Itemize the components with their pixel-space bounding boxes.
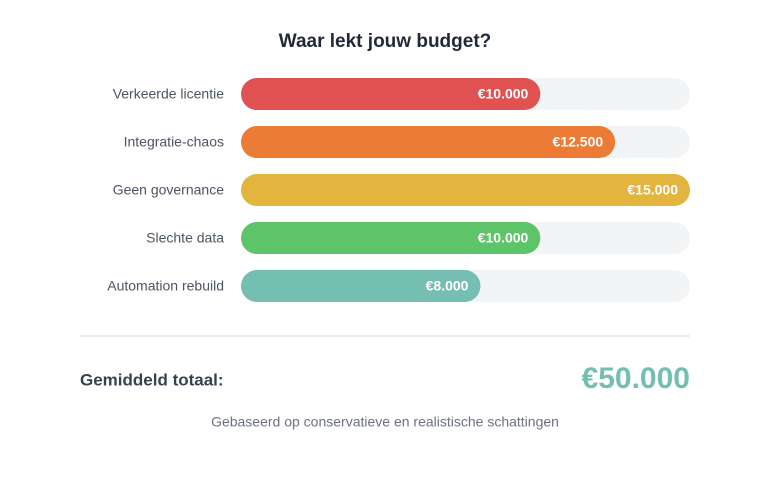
category-label: Integratie-chaos <box>124 134 224 150</box>
bar <box>241 222 541 254</box>
value-label: €10.000 <box>478 86 529 102</box>
category-label: Geen governance <box>113 182 225 198</box>
note: Gebaseerd op conservatieve en realistisc… <box>211 414 559 430</box>
value-label: €10.000 <box>478 230 529 246</box>
total-value: €50.000 <box>582 362 690 395</box>
category-label: Slechte data <box>146 230 224 246</box>
value-label: €15.000 <box>627 182 678 198</box>
bar <box>241 174 690 206</box>
value-label: €12.500 <box>553 134 604 150</box>
category-label: Verkeerde licentie <box>113 86 225 102</box>
bar <box>241 126 616 158</box>
bar <box>241 270 481 302</box>
bar <box>241 78 541 110</box>
value-label: €8.000 <box>426 278 469 294</box>
category-label: Automation rebuild <box>107 278 224 294</box>
total-label: Gemiddeld totaal: <box>80 370 224 389</box>
chart-title: Waar lekt jouw budget? <box>279 31 492 52</box>
